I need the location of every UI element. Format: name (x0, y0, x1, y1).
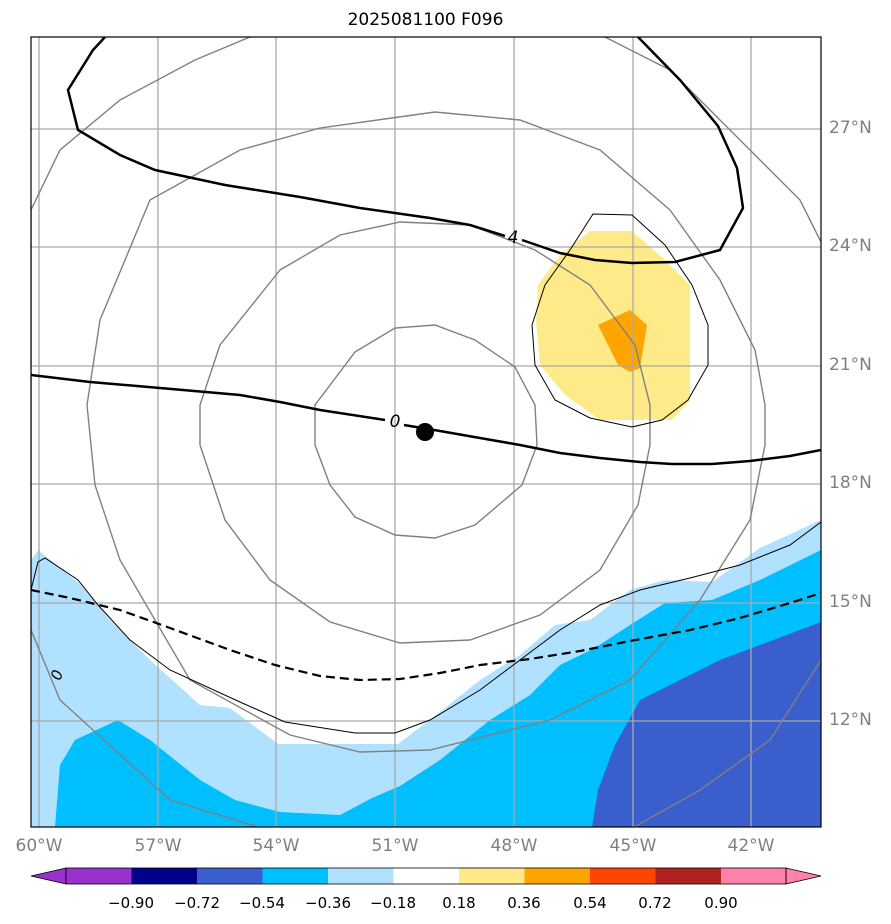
lat-label-18n: 18°N (829, 473, 872, 493)
lon-label-57w: 57°W (134, 836, 182, 856)
lon-label-42w: 42°W (727, 836, 775, 856)
lon-label-54w: 54°W (252, 836, 300, 856)
thin-contour-positive (531, 213, 709, 428)
colorbar-swatch-4 (262, 868, 328, 884)
map-title: 2025081100 F096 (347, 10, 504, 30)
colorbar-low-extend (30, 867, 67, 885)
colorbar-swatch-8 (524, 868, 590, 884)
lon-label-45w: 45°W (609, 836, 657, 856)
colorbar-swatch-9 (590, 868, 656, 884)
colorbar-swatch-10 (655, 868, 721, 884)
colorbar-tick-3: −0.54 (239, 894, 285, 912)
shade-orange (598, 310, 647, 372)
storm-center-marker (416, 423, 434, 441)
lon-label-60w: 60°W (15, 836, 63, 856)
lat-label-12n: 12°N (829, 710, 872, 730)
colorbar-tick-1: −0.90 (108, 894, 154, 912)
lat-label-24n: 24°N (829, 236, 872, 256)
lon-label-51w: 51°W (371, 836, 419, 856)
colorbar-tick-8: 0.54 (573, 894, 607, 912)
lat-label-21n: 21°N (829, 355, 872, 375)
contour-label-4: 4 (508, 228, 519, 248)
colorbar-tick-10: 0.90 (704, 894, 738, 912)
lat-label-27n: 27°N (829, 118, 872, 138)
colorbar-tick-2: −0.72 (174, 894, 220, 912)
lon-label-48w: 48°W (490, 836, 538, 856)
colorbar-swatch-7 (459, 868, 525, 884)
colorbar-swatch-6 (393, 868, 459, 884)
shade-royal-blue (592, 622, 821, 827)
thin-contour-lower (31, 521, 821, 734)
colorbar-tick-9: 0.72 (638, 894, 672, 912)
contour-label-0: 0 (390, 412, 401, 432)
colorbar-tick-4: −0.36 (305, 894, 351, 912)
contour-4 (66, 37, 745, 265)
colorbar-tick-6: 0.18 (442, 894, 476, 912)
colorbar-tick-7: 0.36 (507, 894, 541, 912)
colorbar-swatch-3 (197, 868, 263, 884)
colorbar-swatch-11 (721, 868, 786, 884)
colorbar-tick-5: −0.18 (370, 894, 416, 912)
contour-0 (31, 373, 821, 466)
colorbar (30, 867, 822, 885)
graticule (31, 37, 821, 827)
lat-label-15n: 15°N (829, 592, 872, 612)
colorbar-swatch-2 (131, 868, 197, 884)
colorbar-swatch-1 (66, 868, 132, 884)
map-frame (30, 36, 822, 828)
colorbar-swatch-5 (328, 868, 394, 884)
colorbar-high-extend (785, 867, 822, 885)
